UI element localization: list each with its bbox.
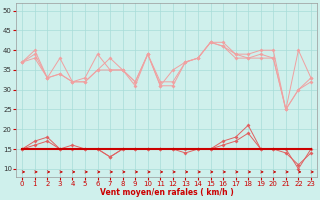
X-axis label: Vent moyen/en rafales ( km/h ): Vent moyen/en rafales ( km/h ) <box>100 188 234 197</box>
